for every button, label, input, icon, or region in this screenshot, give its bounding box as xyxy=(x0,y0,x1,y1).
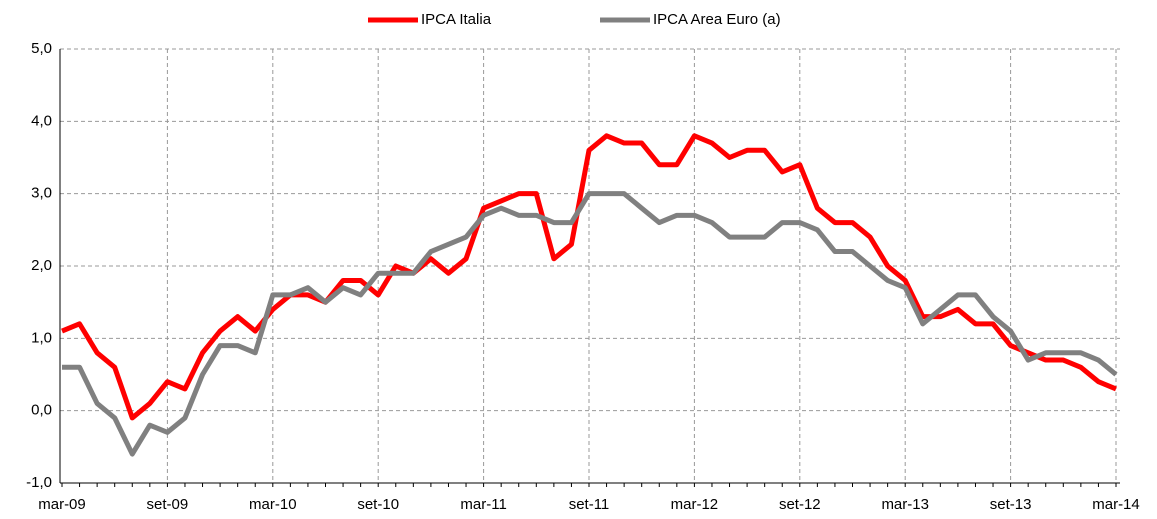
x-tick-label: mar-14 xyxy=(1092,496,1140,513)
y-tick-label: 4,0 xyxy=(31,112,52,129)
x-tick-label: set-13 xyxy=(990,496,1032,513)
y-tick-label: 0,0 xyxy=(31,402,52,419)
y-tick-label: 5,0 xyxy=(31,40,52,57)
x-tick-label: mar-12 xyxy=(671,496,719,513)
series-line xyxy=(61,133,1117,421)
x-tick-label: set-10 xyxy=(357,496,399,513)
x-tick-label: mar-13 xyxy=(881,496,929,513)
x-tick-label: set-12 xyxy=(779,496,821,513)
x-tick-label: mar-10 xyxy=(249,496,297,513)
x-tick-label: mar-09 xyxy=(38,496,86,513)
legend-label: IPCA Italia xyxy=(421,11,492,28)
y-tick-label: 3,0 xyxy=(31,185,52,202)
x-tick-label: mar-11 xyxy=(460,496,506,513)
x-tick-label: set-09 xyxy=(147,496,189,513)
y-tick-label: 1,0 xyxy=(31,329,52,346)
y-tick-label: 2,0 xyxy=(31,257,52,274)
y-tick-label: -1,0 xyxy=(26,474,52,491)
legend-label: IPCA Area Euro (a) xyxy=(653,11,781,28)
x-tick-label: set-11 xyxy=(569,496,610,513)
series-line xyxy=(62,191,1118,457)
